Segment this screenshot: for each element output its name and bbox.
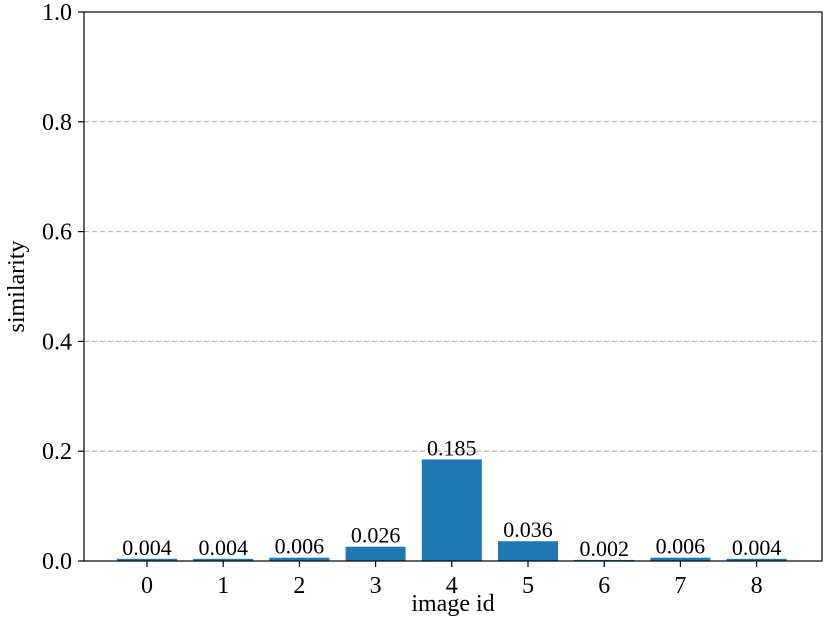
y-tick-label: 1.0 — [42, 0, 72, 26]
x-tick-label: 1 — [217, 573, 229, 599]
bar-value-label: 0.036 — [503, 517, 553, 542]
x-tick-label: 7 — [674, 573, 686, 599]
plot-frame — [83, 11, 823, 562]
bar — [117, 558, 177, 561]
x-tick-label: 3 — [370, 573, 382, 599]
bar-value-label: 0.004 — [732, 535, 782, 560]
bar — [498, 541, 558, 561]
y-axis-ticks: 0.0 0.2 0.4 0.6 0.8 1.0 — [42, 0, 84, 575]
bar-value-label: 0.006 — [656, 534, 706, 559]
bar-value-label: 0.006 — [275, 534, 325, 559]
x-axis-ticks: 0 1 2 3 4 5 6 7 8 — [141, 561, 763, 599]
x-tick-label: 2 — [293, 573, 305, 599]
bar-value-labels: 0.004 0.004 0.006 0.026 0.185 0.036 0.002 0.006… — [122, 435, 781, 560]
x-tick-label: 4 — [446, 573, 458, 599]
bar — [726, 558, 787, 561]
x-tick-label: 8 — [751, 573, 763, 599]
x-tick-label: 5 — [522, 573, 534, 599]
x-tick-label: 6 — [598, 573, 610, 599]
bar — [193, 558, 254, 561]
y-tick-label: 0.2 — [42, 439, 72, 465]
bar-value-label: 0.185 — [427, 435, 477, 460]
bar-value-label: 0.004 — [122, 535, 172, 560]
bar — [650, 557, 711, 561]
grid-lines — [84, 121, 822, 452]
x-tick-label: 0 — [141, 573, 153, 599]
x-axis-label: image id — [411, 591, 494, 617]
bar-value-label: 0.026 — [351, 523, 401, 548]
y-tick-label: 0.4 — [42, 329, 72, 355]
y-tick-label: 0.6 — [42, 220, 72, 246]
bar — [345, 546, 406, 561]
bar-value-label: 0.004 — [198, 535, 248, 560]
y-axis-label: similarity — [4, 241, 30, 333]
bar — [269, 557, 330, 561]
y-tick-label: 0.8 — [42, 110, 72, 136]
bar-value-label: 0.002 — [579, 536, 629, 561]
y-tick-label: 0.0 — [42, 549, 72, 575]
bar — [421, 459, 482, 561]
